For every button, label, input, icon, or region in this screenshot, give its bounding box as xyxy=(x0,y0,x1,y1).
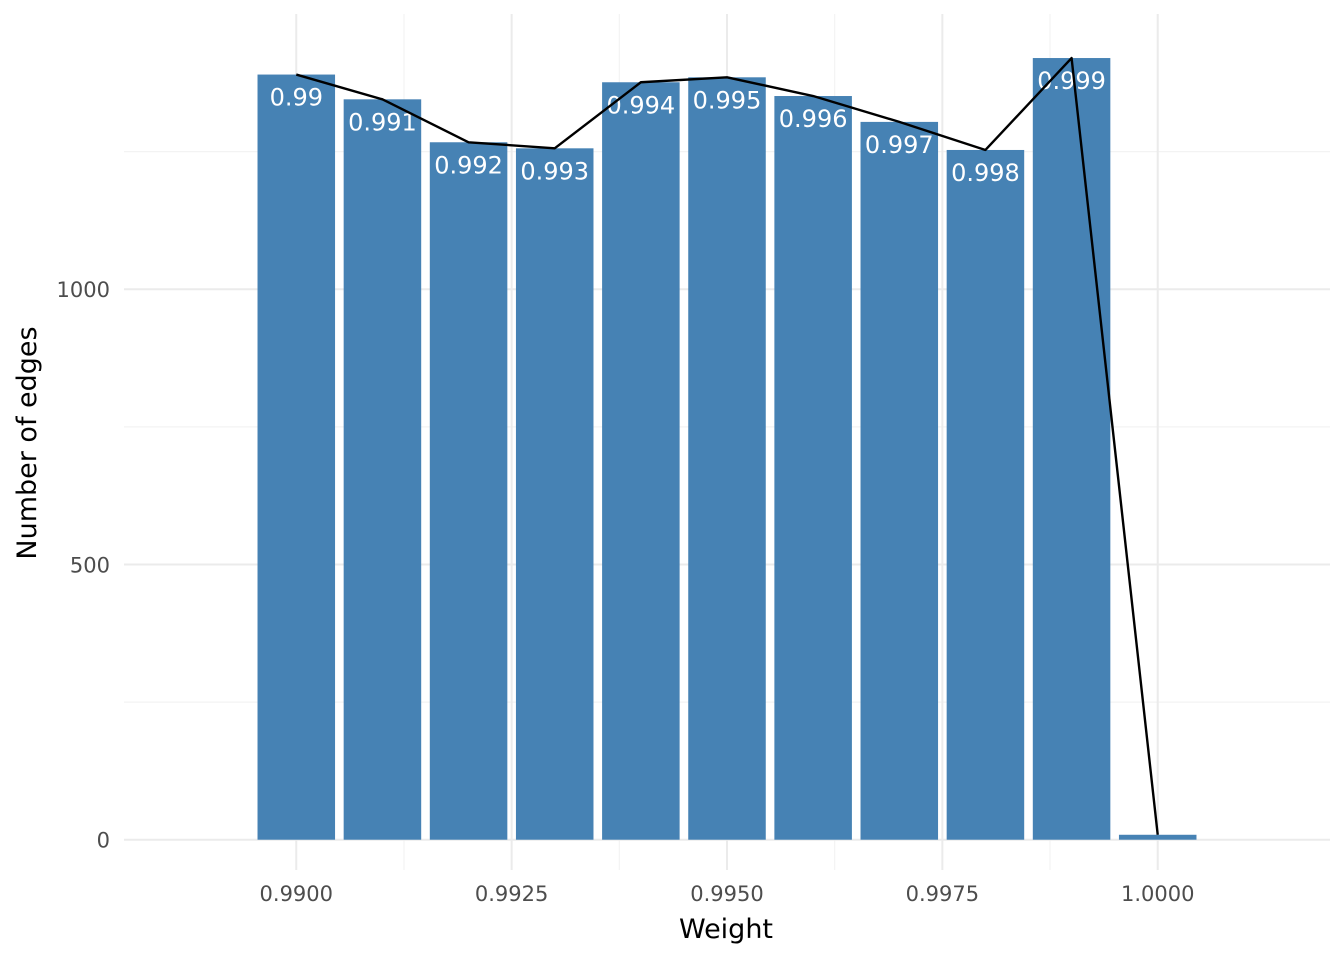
bar-value-label: 0.991 xyxy=(348,108,417,136)
y-axis-ticks: 0 500 1000 xyxy=(57,278,110,852)
bar-value-label: 0.994 xyxy=(606,91,675,119)
x-tick-label: 0.9975 xyxy=(906,882,979,906)
bars-layer xyxy=(257,58,1197,840)
trend-line xyxy=(295,56,1159,835)
x-tick-label: 0.9900 xyxy=(260,882,333,906)
histogram-bar xyxy=(602,82,680,840)
histogram-bar xyxy=(688,77,766,840)
y-tick-label: 1000 xyxy=(57,278,110,302)
bar-value-label: 0.998 xyxy=(951,159,1020,187)
bar-value-label: 0.997 xyxy=(865,131,934,159)
x-axis-ticks: 0.9900 0.9925 0.9950 0.9975 1.0000 xyxy=(260,882,1195,906)
x-tick-label: 0.9950 xyxy=(690,882,763,906)
bar-value-label: 0.999 xyxy=(1037,67,1106,95)
histogram-bar xyxy=(1032,58,1111,840)
y-tick-label: 0 xyxy=(97,829,110,853)
histogram-bar xyxy=(946,149,1025,840)
y-axis-title: Number of edges xyxy=(12,326,43,559)
histogram-bar xyxy=(343,99,422,840)
bar-labels-layer: 0.99 0.991 0.992 0.993 0.994 0.995 0.996 0.997 0… xyxy=(270,67,1106,187)
histogram-bar xyxy=(429,142,508,840)
histogram-bar xyxy=(257,74,336,840)
bar-value-label: 0.995 xyxy=(693,86,762,114)
y-tick-label: 500 xyxy=(70,553,110,577)
histogram-bar xyxy=(1118,834,1197,840)
bar-value-label: 0.992 xyxy=(434,151,503,179)
bar-value-label: 0.996 xyxy=(779,105,848,133)
x-tick-label: 1.0000 xyxy=(1121,882,1194,906)
bar-value-label: 0.99 xyxy=(270,84,323,112)
histogram-bar xyxy=(515,148,594,840)
histogram-bar xyxy=(860,121,939,840)
histogram-bar xyxy=(774,96,852,840)
x-axis-title: Weight xyxy=(679,914,773,945)
bar-value-label: 0.993 xyxy=(520,157,589,185)
x-tick-label: 0.9925 xyxy=(475,882,548,906)
